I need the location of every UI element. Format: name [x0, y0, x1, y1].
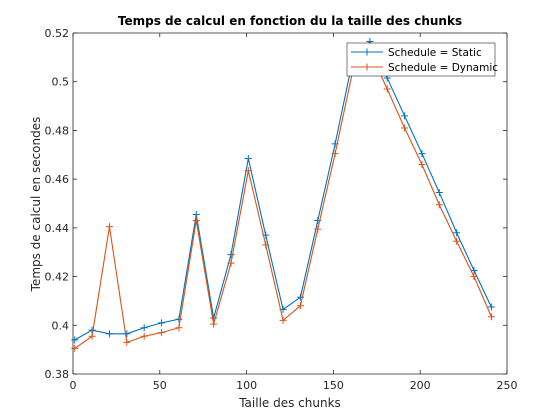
x-tick-label: 100 — [236, 379, 257, 392]
legend-label-dynamic: Schedule = Dynamic — [388, 62, 498, 74]
data-point-static — [158, 319, 166, 327]
data-point-static — [88, 326, 96, 334]
legend-marker-dynamic — [363, 63, 371, 71]
data-point-dynamic — [123, 338, 131, 346]
x-tick-label: 250 — [497, 379, 518, 392]
data-point-dynamic — [158, 329, 166, 337]
y-axis-label: Temps de calcul en secondes — [29, 117, 43, 293]
data-point-static — [123, 330, 131, 338]
y-tick-label: 0.48 — [45, 124, 70, 137]
data-point-static — [71, 336, 79, 344]
ticks: 0 50 100 150 200 250 0.38 0.4 0.42 0.44 0.46 0.48 0.… — [45, 27, 518, 392]
y-tick-label: 0.52 — [45, 27, 70, 40]
legend-marker-static — [363, 48, 371, 56]
data-point-static — [470, 266, 478, 274]
data-point-static — [418, 150, 426, 158]
data-point-dynamic — [227, 259, 235, 267]
data-point-dynamic — [71, 344, 79, 352]
data-point-dynamic — [314, 225, 322, 233]
data-point-static — [435, 189, 443, 197]
chart-marks — [71, 38, 495, 352]
data-point-dynamic — [140, 332, 148, 340]
data-point-static — [487, 303, 495, 311]
y-tick-label: 0.42 — [45, 271, 70, 284]
data-point-dynamic — [105, 223, 113, 231]
data-point-dynamic — [88, 332, 96, 340]
data-point-static — [453, 229, 461, 237]
data-point-dynamic — [279, 316, 287, 324]
y-tick-label: 0.44 — [45, 222, 70, 235]
y-tick-label: 0.5 — [52, 76, 70, 89]
legend-box — [346, 42, 496, 77]
y-tick-label: 0.38 — [45, 368, 70, 381]
data-point-dynamic — [383, 85, 391, 93]
axes — [72, 32, 508, 375]
data-point-dynamic — [175, 324, 183, 332]
data-point-static — [244, 154, 252, 162]
data-point-static — [227, 251, 235, 259]
data-point-static — [192, 210, 200, 218]
data-point-dynamic — [262, 241, 270, 249]
data-point-dynamic — [244, 167, 252, 175]
data-point-dynamic — [296, 302, 304, 310]
data-point-dynamic — [418, 161, 426, 169]
data-point-dynamic — [487, 313, 495, 321]
legend-label-static: Schedule = Static — [388, 47, 482, 59]
y-tick-label: 0.46 — [45, 173, 70, 186]
data-point-dynamic — [453, 237, 461, 245]
data-point-static — [105, 330, 113, 338]
plot-area — [73, 33, 507, 374]
x-axis-label: Taille des chunks — [238, 396, 341, 410]
data-point-dynamic — [401, 124, 409, 132]
chart-title: Temps de calcul en fonction du la taille… — [118, 14, 462, 28]
y-tick-label: 0.4 — [52, 319, 70, 332]
x-tick-label: 150 — [323, 379, 344, 392]
data-point-dynamic — [210, 320, 218, 328]
x-tick-label: 50 — [153, 379, 167, 392]
x-tick-label: 200 — [410, 379, 431, 392]
data-point-static — [401, 112, 409, 120]
data-point-static — [140, 324, 148, 332]
legend: Schedule = Static Schedule = Dynamic — [346, 42, 498, 77]
data-point-dynamic — [435, 201, 443, 209]
data-point-dynamic — [331, 150, 339, 158]
data-point-dynamic — [470, 273, 478, 281]
data-point-dynamic — [192, 217, 200, 225]
data-point-static — [175, 315, 183, 323]
data-point-static — [210, 314, 218, 322]
x-tick-label: 0 — [70, 379, 77, 392]
